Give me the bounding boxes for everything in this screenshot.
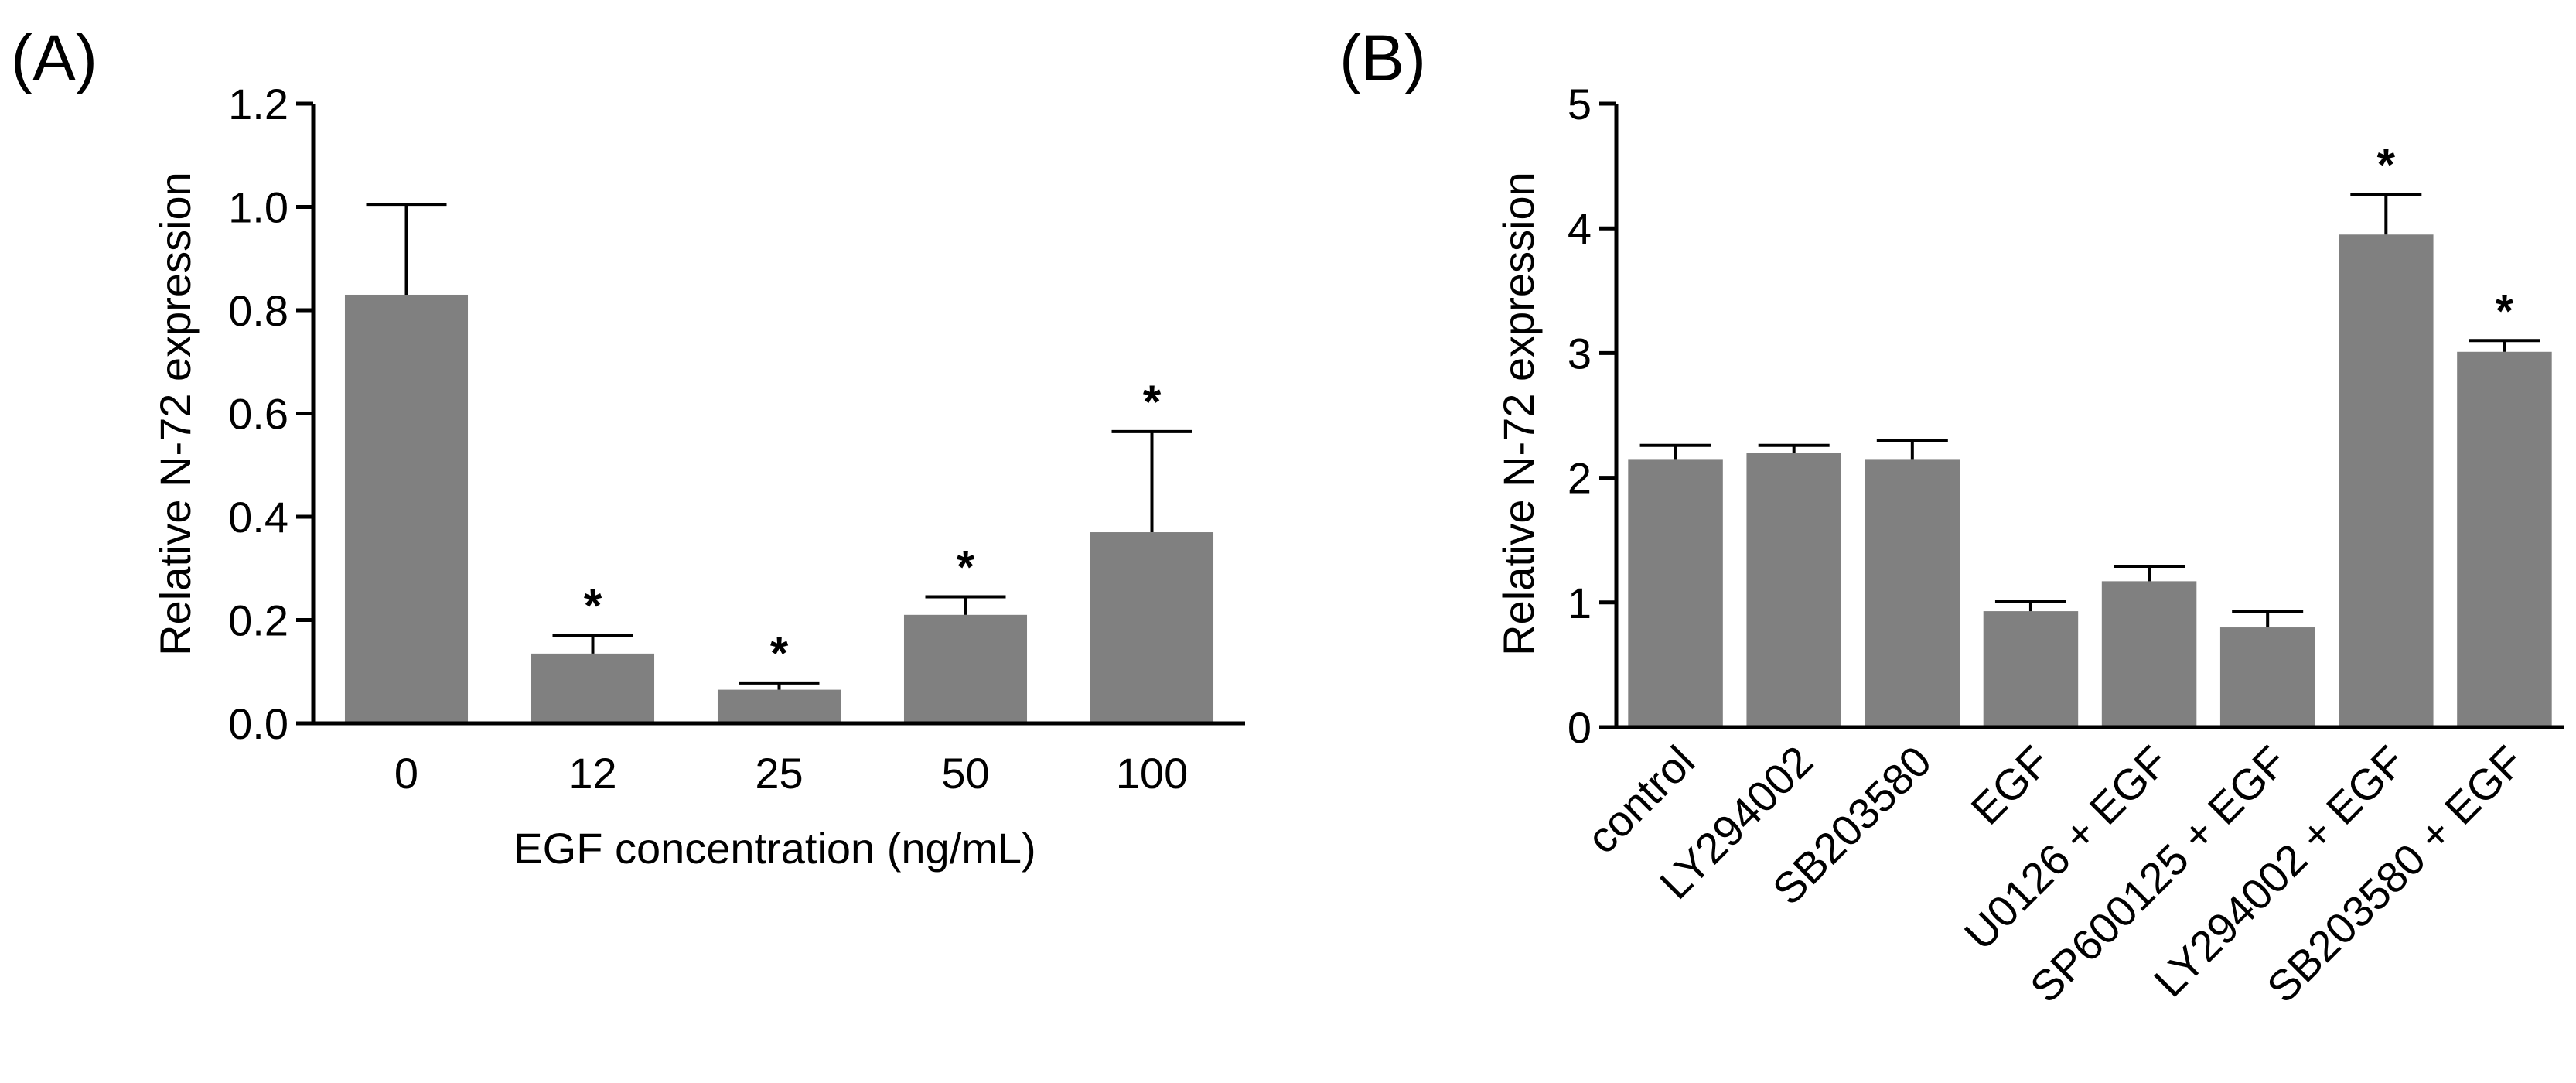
panel-b-y-tick-label: 5 xyxy=(1568,80,1592,128)
panel-a-category-label: 12 xyxy=(568,749,616,798)
panel-b-significance-mark: * xyxy=(2496,285,2514,337)
panel-b-bar xyxy=(1746,453,1841,727)
panel-b-bar xyxy=(1628,459,1723,727)
panel-b-bar xyxy=(2339,234,2434,727)
panel-a-bar xyxy=(903,614,1028,723)
panel-a-category-label: 25 xyxy=(755,749,803,798)
panel-b-bar xyxy=(2457,351,2552,727)
panel-a-y-tick-label: 0.0 xyxy=(228,699,288,748)
panel-a-y-tick-label: 0.4 xyxy=(228,493,288,542)
panel-a-significance-mark: * xyxy=(770,627,789,679)
panel-a-bar xyxy=(717,689,841,723)
panel-a-bar xyxy=(344,294,469,724)
panel-a-plot: 0.0 0.2 0.4 0.6 0.8 1.0 1.2 0 * 12 * 25 * 50 * 100 xyxy=(228,80,1245,798)
panel-a-y-tick-label: 0.2 xyxy=(228,596,288,645)
panel-b-bar xyxy=(1983,611,2079,727)
panel-b-category-label: U0126 + EGF xyxy=(1955,736,2178,959)
panel-b: (B) Relative N-72 expression 012345contr… xyxy=(1339,22,2564,1012)
panel-a-bar xyxy=(1090,532,1214,723)
panel-b-y-tick-label: 1 xyxy=(1568,579,1592,627)
panel-b-bar xyxy=(1865,459,1960,727)
panel-a-y-tick-label: 1.0 xyxy=(228,183,288,232)
panel-a-x-axis-label: EGF concentration (ng/mL) xyxy=(513,824,1036,873)
panel-b-y-axis-label: Relative N-72 expression xyxy=(1494,172,1543,656)
panel-a-category-label: 50 xyxy=(941,749,989,798)
panel-b-letter: (B) xyxy=(1339,22,1426,94)
panel-a-significance-mark: * xyxy=(584,580,602,632)
panel-a-y-tick-label: 0.8 xyxy=(228,286,288,335)
panel-b-y-tick-label: 2 xyxy=(1568,454,1592,503)
panel-b-bar xyxy=(2101,581,2197,727)
panel-b-bar xyxy=(2219,627,2315,727)
panel-a-y-axis-label: Relative N-72 expression xyxy=(151,172,200,656)
panel-a-significance-mark: * xyxy=(957,541,975,593)
panel-a-category-label: 0 xyxy=(394,749,418,798)
panel-a-y-tick-label: 1.2 xyxy=(228,80,288,128)
panel-b-significance-mark: * xyxy=(2377,139,2396,191)
panel-a: (A) Relative N-72 expression EGF concent… xyxy=(11,22,1245,873)
panel-a-letter: (A) xyxy=(11,22,97,94)
panel-b-y-tick-label: 4 xyxy=(1568,204,1592,253)
panel-b-y-tick-label: 0 xyxy=(1568,703,1592,752)
panel-a-significance-mark: * xyxy=(1143,376,1162,428)
panel-a-bar xyxy=(531,653,655,723)
panel-b-y-tick-label: 3 xyxy=(1568,329,1592,378)
panel-b-category-label: EGF xyxy=(1961,736,2059,834)
panel-a-category-label: 100 xyxy=(1116,749,1188,798)
panel-a-y-tick-label: 0.6 xyxy=(228,390,288,439)
